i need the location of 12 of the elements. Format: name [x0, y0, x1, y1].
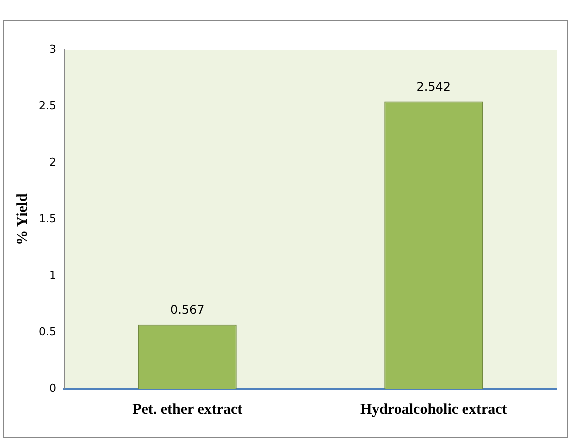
y-tick-label: 3 [49, 42, 56, 56]
y-tick-label: 2.5 [38, 99, 56, 112]
data-label: 0.567 [170, 303, 205, 318]
y-tick-label: 0.5 [38, 325, 56, 338]
data-label: 2.542 [416, 80, 452, 94]
y-tick-label: 0 [49, 382, 56, 395]
x-tick-label: Hydroalcoholic extract [360, 402, 508, 418]
y-tick-label: 1.5 [38, 212, 56, 226]
y-tick-label: 1 [49, 268, 56, 282]
y-tick-label: 2 [49, 156, 56, 169]
y-axis-title: % Yield [14, 192, 31, 246]
x-tick-label: Pet. ether extract [132, 402, 243, 418]
